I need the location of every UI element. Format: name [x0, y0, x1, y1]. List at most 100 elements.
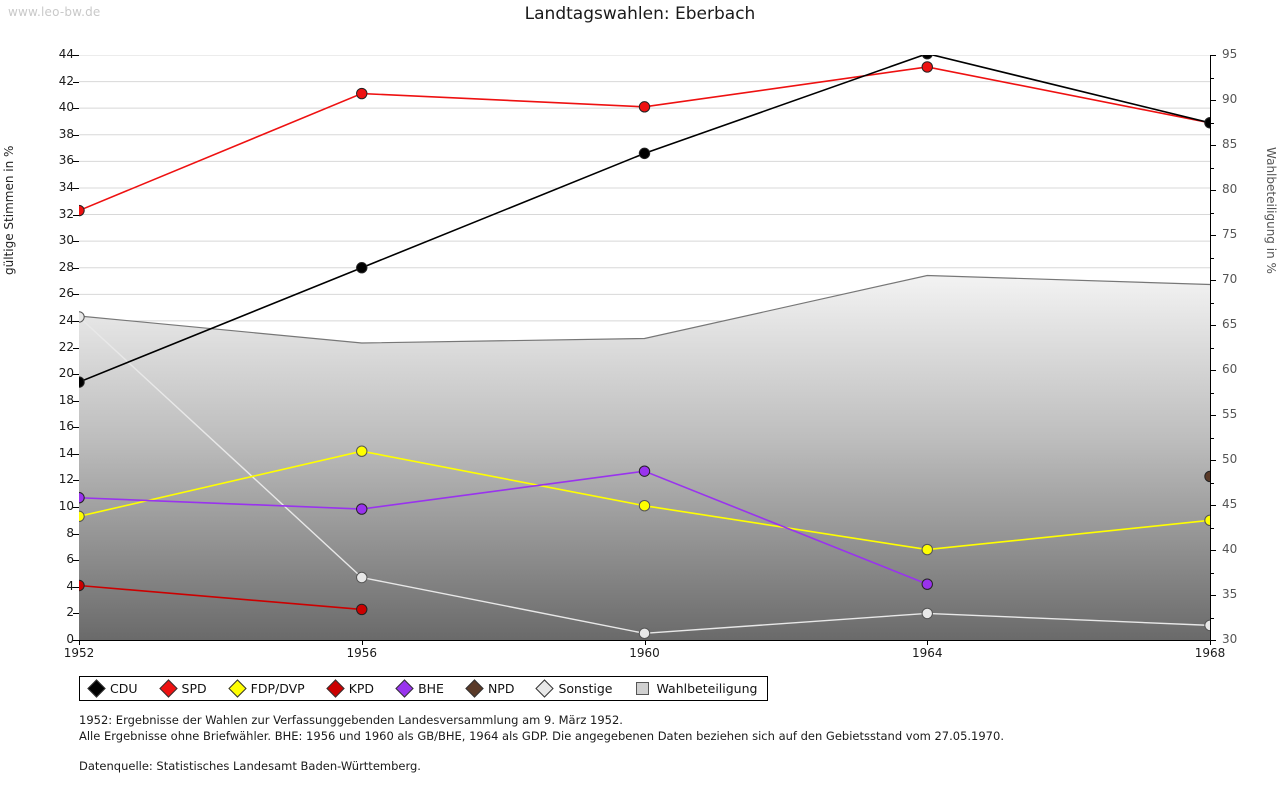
- y-axis-left-tick-mark: [73, 533, 79, 535]
- page-title: Landtagswahlen: Eberbach: [524, 4, 756, 24]
- y-axis-right-minor-tick: [1210, 437, 1214, 439]
- legend-diamond-icon: [465, 679, 484, 698]
- series-sonstige: [79, 311, 1210, 640]
- data-point-sonstige[interactable]: [1204, 619, 1210, 632]
- data-point-spd[interactable]: [921, 61, 933, 73]
- data-point-sonstige[interactable]: [638, 627, 651, 640]
- y-axis-left-tick-label: 24: [58, 312, 74, 327]
- legend-item-kpd[interactable]: KPD: [325, 679, 375, 698]
- data-point-fdp-dvp[interactable]: [921, 543, 933, 556]
- data-point-cdu[interactable]: [638, 147, 651, 160]
- footnote-line-2: Alle Ergebnisse ohne Briefwähler. BHE: 1…: [79, 729, 1004, 743]
- legend-item-cdu[interactable]: CDU: [87, 679, 138, 698]
- legend-item-spd[interactable]: SPD: [158, 679, 207, 698]
- y-axis-right-minor-tick: [1210, 77, 1214, 79]
- data-point-sonstige[interactable]: [356, 571, 368, 584]
- y-axis-right-tick-mark: [1210, 280, 1216, 281]
- legend-item-npd[interactable]: NPD: [465, 679, 514, 698]
- footnotes: 1952: Ergebnisse der Wahlen zur Verfassu…: [79, 712, 1199, 774]
- legend-item-bhe[interactable]: BHE: [395, 679, 444, 698]
- y-axis-left-tick-mark: [73, 214, 79, 216]
- legend-item-wahlbeteiligung[interactable]: Wahlbeteiligung: [636, 681, 757, 696]
- y-axis-right-minor-tick: [1210, 527, 1214, 529]
- y-axis-left-tick-mark: [73, 294, 79, 296]
- y-axis-right-tick-mark: [1210, 595, 1216, 596]
- legend-label: Wahlbeteiligung: [656, 681, 758, 696]
- series-spd: [79, 61, 1210, 217]
- y-axis-left-tick-label: 20: [58, 366, 74, 381]
- y-axis-right-tick-mark: [1210, 235, 1216, 236]
- series-npd: [1204, 470, 1210, 483]
- y-axis-right-minor-tick: [1210, 392, 1214, 394]
- y-axis-left-tick-label: 18: [58, 392, 74, 407]
- y-axis-right-tick-label: 55: [1222, 407, 1238, 421]
- y-axis-right-minor-tick: [1210, 482, 1214, 484]
- x-axis-line: [79, 639, 1211, 641]
- data-point-cdu[interactable]: [921, 55, 933, 60]
- y-axis-right-tick-label: 45: [1222, 497, 1238, 511]
- y-axis-left-tick-mark: [73, 161, 79, 163]
- y-axis-right-tick-label: 70: [1222, 272, 1238, 286]
- data-point-spd[interactable]: [638, 101, 651, 113]
- data-point-bhe[interactable]: [356, 503, 368, 515]
- y-axis-left-tick-label: 32: [58, 206, 74, 221]
- legend-diamond-icon: [158, 679, 178, 698]
- y-axis-right-tick-label: 30: [1222, 632, 1238, 646]
- data-point-fdp-dvp[interactable]: [79, 510, 85, 523]
- data-point-bhe[interactable]: [79, 492, 85, 504]
- y-axis-left-tick-mark: [73, 640, 79, 641]
- y-axis-right-line: [1209, 55, 1211, 640]
- series-fdp-dvp: [79, 445, 1210, 556]
- y-axis-left-tick-label: 36: [58, 153, 74, 168]
- data-point-cdu[interactable]: [79, 376, 85, 388]
- y-axis-right-tick-mark: [1210, 550, 1216, 551]
- data-point-kpd[interactable]: [79, 579, 85, 592]
- legend-item-sonstige[interactable]: Sonstige: [535, 679, 612, 698]
- data-point-cdu[interactable]: [1204, 117, 1210, 129]
- data-point-spd[interactable]: [79, 204, 85, 217]
- legend-diamond-icon: [395, 679, 414, 698]
- y-axis-left-tick-mark: [73, 241, 79, 243]
- y-axis-left-tick-label: 6: [66, 552, 74, 567]
- legend-diamond-icon: [535, 679, 555, 698]
- y-axis-left-tick-mark: [73, 507, 79, 509]
- series-bhe: [79, 465, 933, 590]
- y-axis-right-tick-mark: [1210, 325, 1216, 326]
- legend-label: KPD: [348, 681, 375, 696]
- y-axis-left-tick-mark: [73, 560, 79, 562]
- line-spd: [79, 66, 1210, 212]
- data-point-bhe[interactable]: [638, 465, 651, 477]
- y-axis-left-tick-label: 16: [58, 419, 74, 434]
- legend-diamond-icon: [227, 679, 247, 698]
- x-axis-tick-label: 1960: [629, 646, 660, 660]
- data-point-fdp-dvp[interactable]: [356, 445, 368, 457]
- data-point-kpd[interactable]: [356, 603, 368, 616]
- data-point-sonstige[interactable]: [79, 311, 85, 323]
- y-axis-left-tick-label: 10: [58, 499, 74, 514]
- data-point-bhe[interactable]: [921, 578, 933, 590]
- legend-diamond-icon: [325, 679, 345, 698]
- y-axis-right-tick-label: 60: [1222, 362, 1238, 376]
- y-axis-left-tick-label: 38: [58, 126, 74, 141]
- y-axis-right-tick-label: 85: [1222, 137, 1238, 151]
- y-axis-left-tick-label: 34: [58, 179, 74, 194]
- y-axis-left-tick-label: 28: [58, 259, 74, 274]
- data-point-spd[interactable]: [356, 87, 368, 100]
- y-axis-right-tick-label: 40: [1222, 542, 1238, 556]
- plot-area: [79, 55, 1210, 640]
- legend-item-fdp-dvp[interactable]: FDP/DVP: [227, 679, 305, 698]
- x-axis-tick-mark: [79, 640, 80, 645]
- y-axis-right-tick-mark: [1210, 460, 1216, 461]
- y-axis-right-minor-tick: [1210, 212, 1214, 214]
- y-axis-left-tick-mark: [73, 613, 79, 615]
- y-axis-left-tick-label: 0: [66, 632, 74, 646]
- data-point-npd[interactable]: [1204, 470, 1210, 483]
- y-axis-right-tick-label: 35: [1222, 587, 1238, 601]
- watermark: www.leo-bw.de: [8, 5, 101, 19]
- y-axis-right-tick-label: 50: [1222, 452, 1238, 466]
- data-point-sonstige[interactable]: [921, 607, 933, 620]
- data-point-fdp-dvp[interactable]: [638, 500, 651, 512]
- y-axis-left-tick-mark: [73, 347, 79, 349]
- data-point-cdu[interactable]: [356, 262, 368, 274]
- data-point-fdp-dvp[interactable]: [1204, 514, 1210, 527]
